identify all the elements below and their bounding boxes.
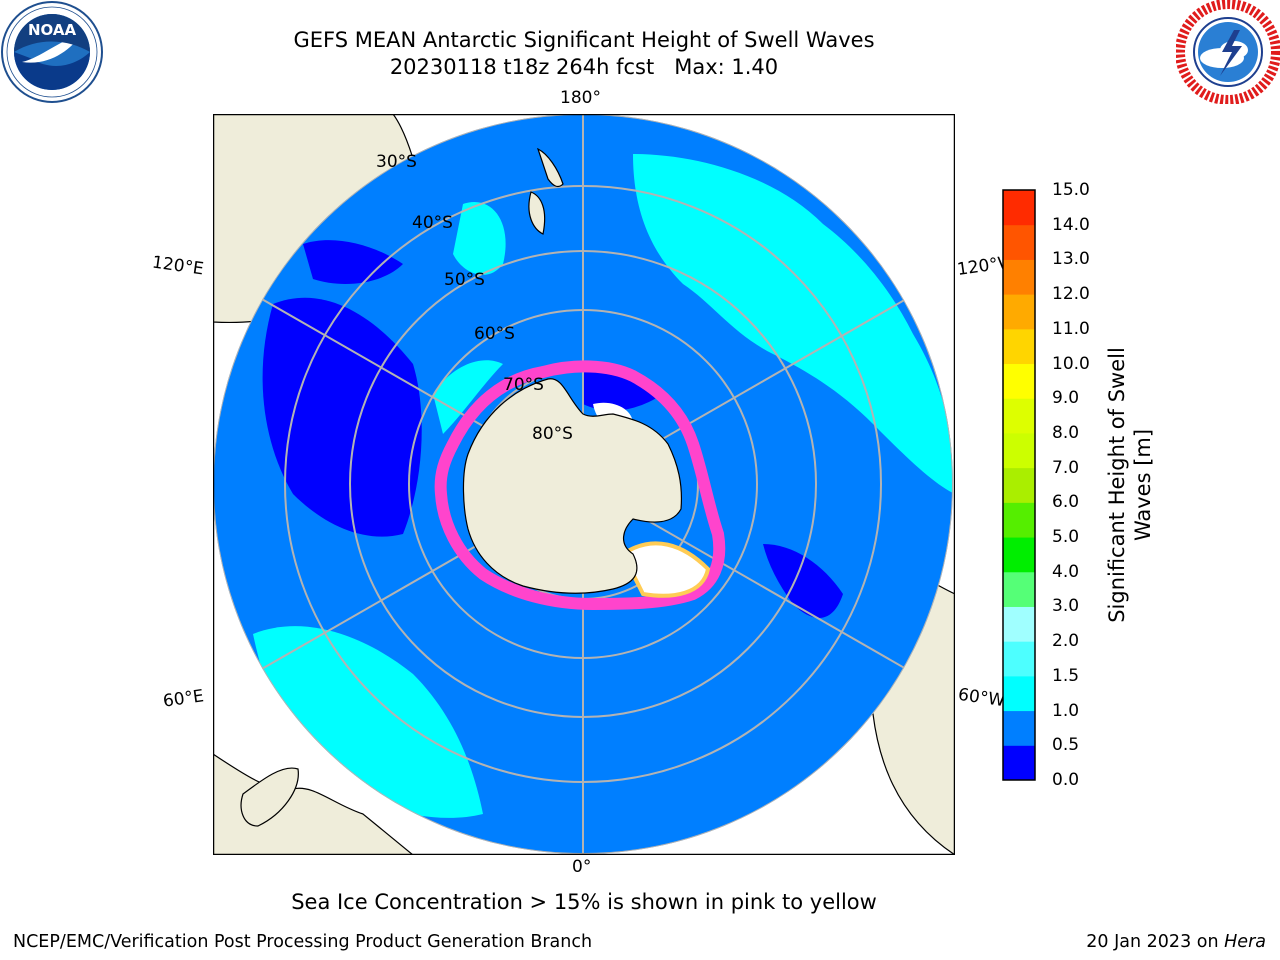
footer-branch: NCEP/EMC/Verification Post Processing Pr… xyxy=(13,932,593,952)
colorbar-tick-label: 14.0 xyxy=(1052,214,1090,235)
land-antarctica xyxy=(462,378,683,594)
chart-title: GEFS MEAN Antarctic Significant Height o… xyxy=(293,28,875,52)
lon-label-right-lower: 60°W xyxy=(956,684,1007,712)
colorbar-tick-label: 10.0 xyxy=(1052,353,1090,374)
colorbar-tick-label: 3.0 xyxy=(1052,596,1080,617)
swell-low-atlantic-sector xyxy=(763,544,843,618)
colorbar-segment xyxy=(1003,606,1035,642)
colorbar-segment xyxy=(1003,467,1035,503)
swell-low-australia-coast xyxy=(303,240,403,284)
colorbar-tick-label: 5.0 xyxy=(1052,527,1080,548)
footer-date: 20 Jan 2023 on Hera xyxy=(1086,932,1266,952)
colorbar-segment xyxy=(1003,641,1035,677)
swell-high-southern-ring xyxy=(433,360,503,434)
colorbar-segment xyxy=(1003,328,1035,365)
colorbar-tick-label: 13.0 xyxy=(1052,249,1090,270)
sea-ice-caption: Sea Ice Concentration > 15% is shown in … xyxy=(291,890,877,914)
colorbar-segment xyxy=(1003,259,1035,295)
colorbar-segment xyxy=(1003,745,1035,781)
colorbar-tick-label: 9.0 xyxy=(1052,388,1080,409)
colorbar-tick-label: 2.0 xyxy=(1052,631,1080,652)
lon-label-top: 180° xyxy=(560,88,601,108)
colorbar-tick-label: 7.0 xyxy=(1052,457,1080,478)
lat-label-40s: 40°S xyxy=(412,213,453,233)
colorbar-tick-label: 0.0 xyxy=(1052,770,1080,790)
colorbar-segment xyxy=(1003,398,1035,434)
colorbar-segment xyxy=(1003,537,1035,573)
chart-subtitle: 20230118 t18z 264h fcst Max: 1.40 xyxy=(389,55,779,79)
colorbar-title: Significant Height of Swell Waves [m] xyxy=(1105,347,1155,623)
lat-label-60s: 60°S xyxy=(474,324,515,344)
colorbar-segment xyxy=(1003,294,1035,330)
lat-label-70s: 70°S xyxy=(503,375,544,395)
colorbar-segment xyxy=(1003,710,1035,746)
swell-high-indian-ocean xyxy=(253,626,483,818)
colorbar-tick-label: 6.0 xyxy=(1052,492,1080,513)
colorbar-tick-label: 12.0 xyxy=(1052,284,1090,305)
colorbar-tick-label: 0.5 xyxy=(1052,735,1080,756)
swell-low-indian-sector xyxy=(262,297,422,537)
land-new-zealand xyxy=(528,147,564,235)
colorbar-segment xyxy=(1003,502,1035,538)
colorbar-tick-label: 4.0 xyxy=(1052,561,1080,582)
lon-label-left-upper: 120°E xyxy=(150,252,205,280)
colorbar-tick-label: 8.0 xyxy=(1052,422,1080,443)
noaa-logo-text: NOAA xyxy=(28,21,77,39)
nws-logo-icon xyxy=(1176,0,1280,104)
colorbar-segment xyxy=(1003,432,1035,469)
colorbar-segment xyxy=(1003,675,1035,712)
lon-label-left-lower: 60°E xyxy=(161,686,206,712)
colorbar-tick-label: 11.0 xyxy=(1052,318,1090,339)
noaa-logo-icon: NOAA xyxy=(1,1,103,103)
polar-map xyxy=(213,114,955,855)
colorbar-segment xyxy=(1003,363,1035,399)
colorbar-tick-label: 1.0 xyxy=(1052,700,1080,721)
lat-label-30s: 30°S xyxy=(376,152,417,172)
colorbar-segment xyxy=(1003,224,1035,260)
colorbar xyxy=(1002,189,1036,781)
colorbar-tick-label: 1.5 xyxy=(1052,665,1080,686)
footer-host: Hera xyxy=(1224,932,1266,952)
swell-high-north-pacific xyxy=(633,154,953,494)
swell-high-tasman xyxy=(453,202,506,275)
land-madagascar xyxy=(240,767,299,827)
swell-low-ross-sea xyxy=(583,363,663,411)
sea-ice-ring xyxy=(434,360,726,611)
lon-label-bottom: 0° xyxy=(572,857,592,877)
colorbar-segment xyxy=(1003,190,1035,226)
lat-label-50s: 50°S xyxy=(444,270,485,290)
colorbar-segment xyxy=(1003,571,1035,607)
colorbar-tick-label: 15.0 xyxy=(1052,180,1090,200)
lat-label-80s: 80°S xyxy=(532,424,573,444)
